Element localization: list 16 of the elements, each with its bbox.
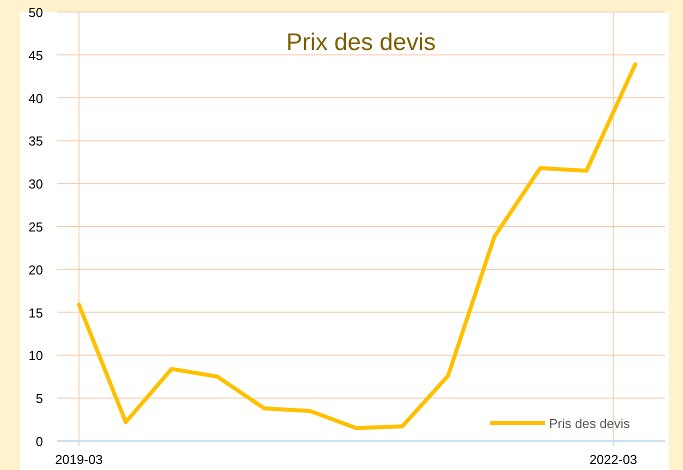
x-tick-label: 2019-03 (55, 452, 103, 467)
y-tick-label: 15 (28, 305, 43, 320)
y-tick-label: 10 (28, 348, 43, 364)
y-tick-label: 20 (28, 262, 43, 278)
y-tick-label: 0 (36, 434, 43, 449)
y-tick-label: 45 (28, 48, 43, 63)
y-tick-label: 30 (28, 176, 43, 192)
y-tick-label: 40 (28, 90, 43, 106)
text: Prix des devis (286, 29, 436, 56)
legend-label: Pris des devis (549, 416, 630, 431)
y-tick-label: 35 (28, 134, 43, 149)
x-tick-label: 2022-03 (589, 452, 638, 467)
y-tick-label: 25 (28, 220, 43, 234)
line-series (76, 62, 638, 430)
y-tick-label: 5 (36, 391, 43, 406)
y-tick-label: 50 (28, 5, 43, 20)
